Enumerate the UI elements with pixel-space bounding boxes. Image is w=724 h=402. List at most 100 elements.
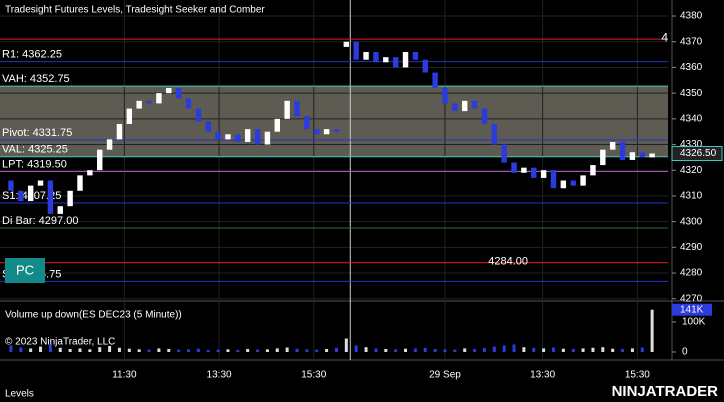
volume-bar bbox=[19, 347, 23, 352]
candle bbox=[649, 153, 655, 158]
candle bbox=[550, 170, 557, 189]
volume-bar bbox=[522, 347, 526, 352]
candle bbox=[27, 185, 34, 202]
volume-bar bbox=[374, 348, 378, 352]
x-tick-label: 13:30 bbox=[530, 370, 555, 381]
level-label: 4284.00 bbox=[488, 256, 528, 268]
candle bbox=[481, 108, 488, 124]
candle bbox=[343, 41, 350, 47]
volume-bar bbox=[423, 347, 427, 352]
candle bbox=[304, 116, 310, 130]
brand: NINJATRADER bbox=[612, 383, 719, 400]
candle bbox=[501, 144, 507, 163]
volume-tick-label: 0 bbox=[682, 347, 688, 358]
volume-bar bbox=[364, 347, 368, 352]
volume-bar bbox=[433, 349, 437, 352]
candle bbox=[590, 165, 596, 176]
volume-bar bbox=[384, 349, 388, 352]
candle bbox=[600, 149, 606, 166]
volume-bar bbox=[571, 349, 575, 352]
volume-bar bbox=[9, 345, 13, 352]
candle bbox=[363, 52, 369, 60]
volume-bar bbox=[108, 346, 112, 352]
volume-bar bbox=[404, 348, 408, 352]
volume-bar bbox=[58, 347, 62, 352]
candle bbox=[67, 190, 73, 207]
candle bbox=[609, 141, 616, 150]
candle bbox=[314, 129, 320, 135]
candle bbox=[225, 134, 231, 140]
volume-bar bbox=[167, 349, 171, 352]
y-tick-label: 4350 bbox=[680, 88, 703, 99]
volume-bar bbox=[206, 349, 210, 352]
volume-bar bbox=[137, 349, 141, 352]
volume-bar bbox=[611, 348, 615, 352]
candle bbox=[235, 134, 241, 142]
candle bbox=[333, 129, 340, 132]
candle bbox=[156, 93, 162, 104]
pc-button[interactable] bbox=[5, 258, 45, 283]
volume-bar bbox=[532, 347, 536, 352]
volume-bar bbox=[285, 347, 289, 352]
volume-last-tag bbox=[672, 303, 712, 316]
volume-bar bbox=[117, 347, 121, 352]
y-tick-label: 4330 bbox=[680, 139, 703, 150]
y-tick-label: 4290 bbox=[680, 242, 703, 253]
candle bbox=[97, 149, 103, 171]
volume-bar bbox=[98, 347, 102, 352]
candle bbox=[412, 52, 419, 60]
volume-bar bbox=[226, 349, 230, 352]
volume-bar bbox=[354, 345, 358, 352]
value-area bbox=[0, 86, 668, 157]
copyright: © 2023 NinjaTrader, LLC bbox=[5, 337, 115, 348]
volume-bar bbox=[650, 309, 654, 352]
x-tick-label: 29 Sep bbox=[429, 370, 461, 381]
candle bbox=[491, 123, 498, 145]
candle bbox=[57, 206, 63, 214]
volume-bar bbox=[127, 348, 131, 352]
volume-bar bbox=[394, 349, 398, 352]
last-price-label: 4326.50 bbox=[680, 148, 717, 159]
volume-bar bbox=[502, 345, 506, 352]
volume-bar bbox=[246, 349, 250, 352]
volume-bar bbox=[196, 348, 200, 352]
volume-bar bbox=[256, 349, 260, 352]
x-tick-label: 13:30 bbox=[207, 370, 232, 381]
volume-bar bbox=[542, 348, 546, 352]
volume-bar bbox=[295, 348, 299, 352]
candle bbox=[531, 167, 537, 178]
y-tick-label: 4300 bbox=[680, 216, 703, 227]
candle bbox=[264, 131, 271, 145]
volume-bar bbox=[325, 349, 329, 352]
volume-bar bbox=[29, 348, 33, 352]
candle bbox=[422, 59, 428, 73]
volume-bar bbox=[463, 348, 467, 352]
last-price-tag bbox=[671, 146, 723, 162]
x-tick-label: 15:30 bbox=[301, 370, 326, 381]
candle bbox=[471, 100, 478, 109]
candle bbox=[540, 170, 547, 178]
volume-bar bbox=[48, 344, 52, 352]
level-label: 4 bbox=[661, 30, 668, 44]
volume-bar bbox=[177, 349, 181, 352]
volume-bar bbox=[147, 349, 151, 352]
candle bbox=[560, 180, 567, 189]
x-tick-label: 15:30 bbox=[625, 370, 650, 381]
volume-bar bbox=[591, 347, 595, 352]
candle bbox=[353, 41, 359, 60]
level-label: Di Bar: 4297.00 bbox=[2, 215, 78, 227]
pc-button-label[interactable]: PC bbox=[16, 262, 34, 277]
volume-bar bbox=[640, 347, 644, 352]
candle bbox=[521, 167, 527, 173]
candle bbox=[166, 88, 172, 94]
candle bbox=[146, 100, 152, 104]
y-tick-label: 4380 bbox=[680, 11, 703, 22]
volume-bar bbox=[315, 349, 319, 352]
volume-bar bbox=[473, 349, 477, 352]
candle bbox=[619, 141, 626, 160]
candle bbox=[323, 129, 330, 135]
volume-bar bbox=[236, 349, 240, 352]
volume-bar bbox=[78, 348, 82, 352]
candle bbox=[452, 103, 458, 112]
candle bbox=[570, 180, 576, 186]
